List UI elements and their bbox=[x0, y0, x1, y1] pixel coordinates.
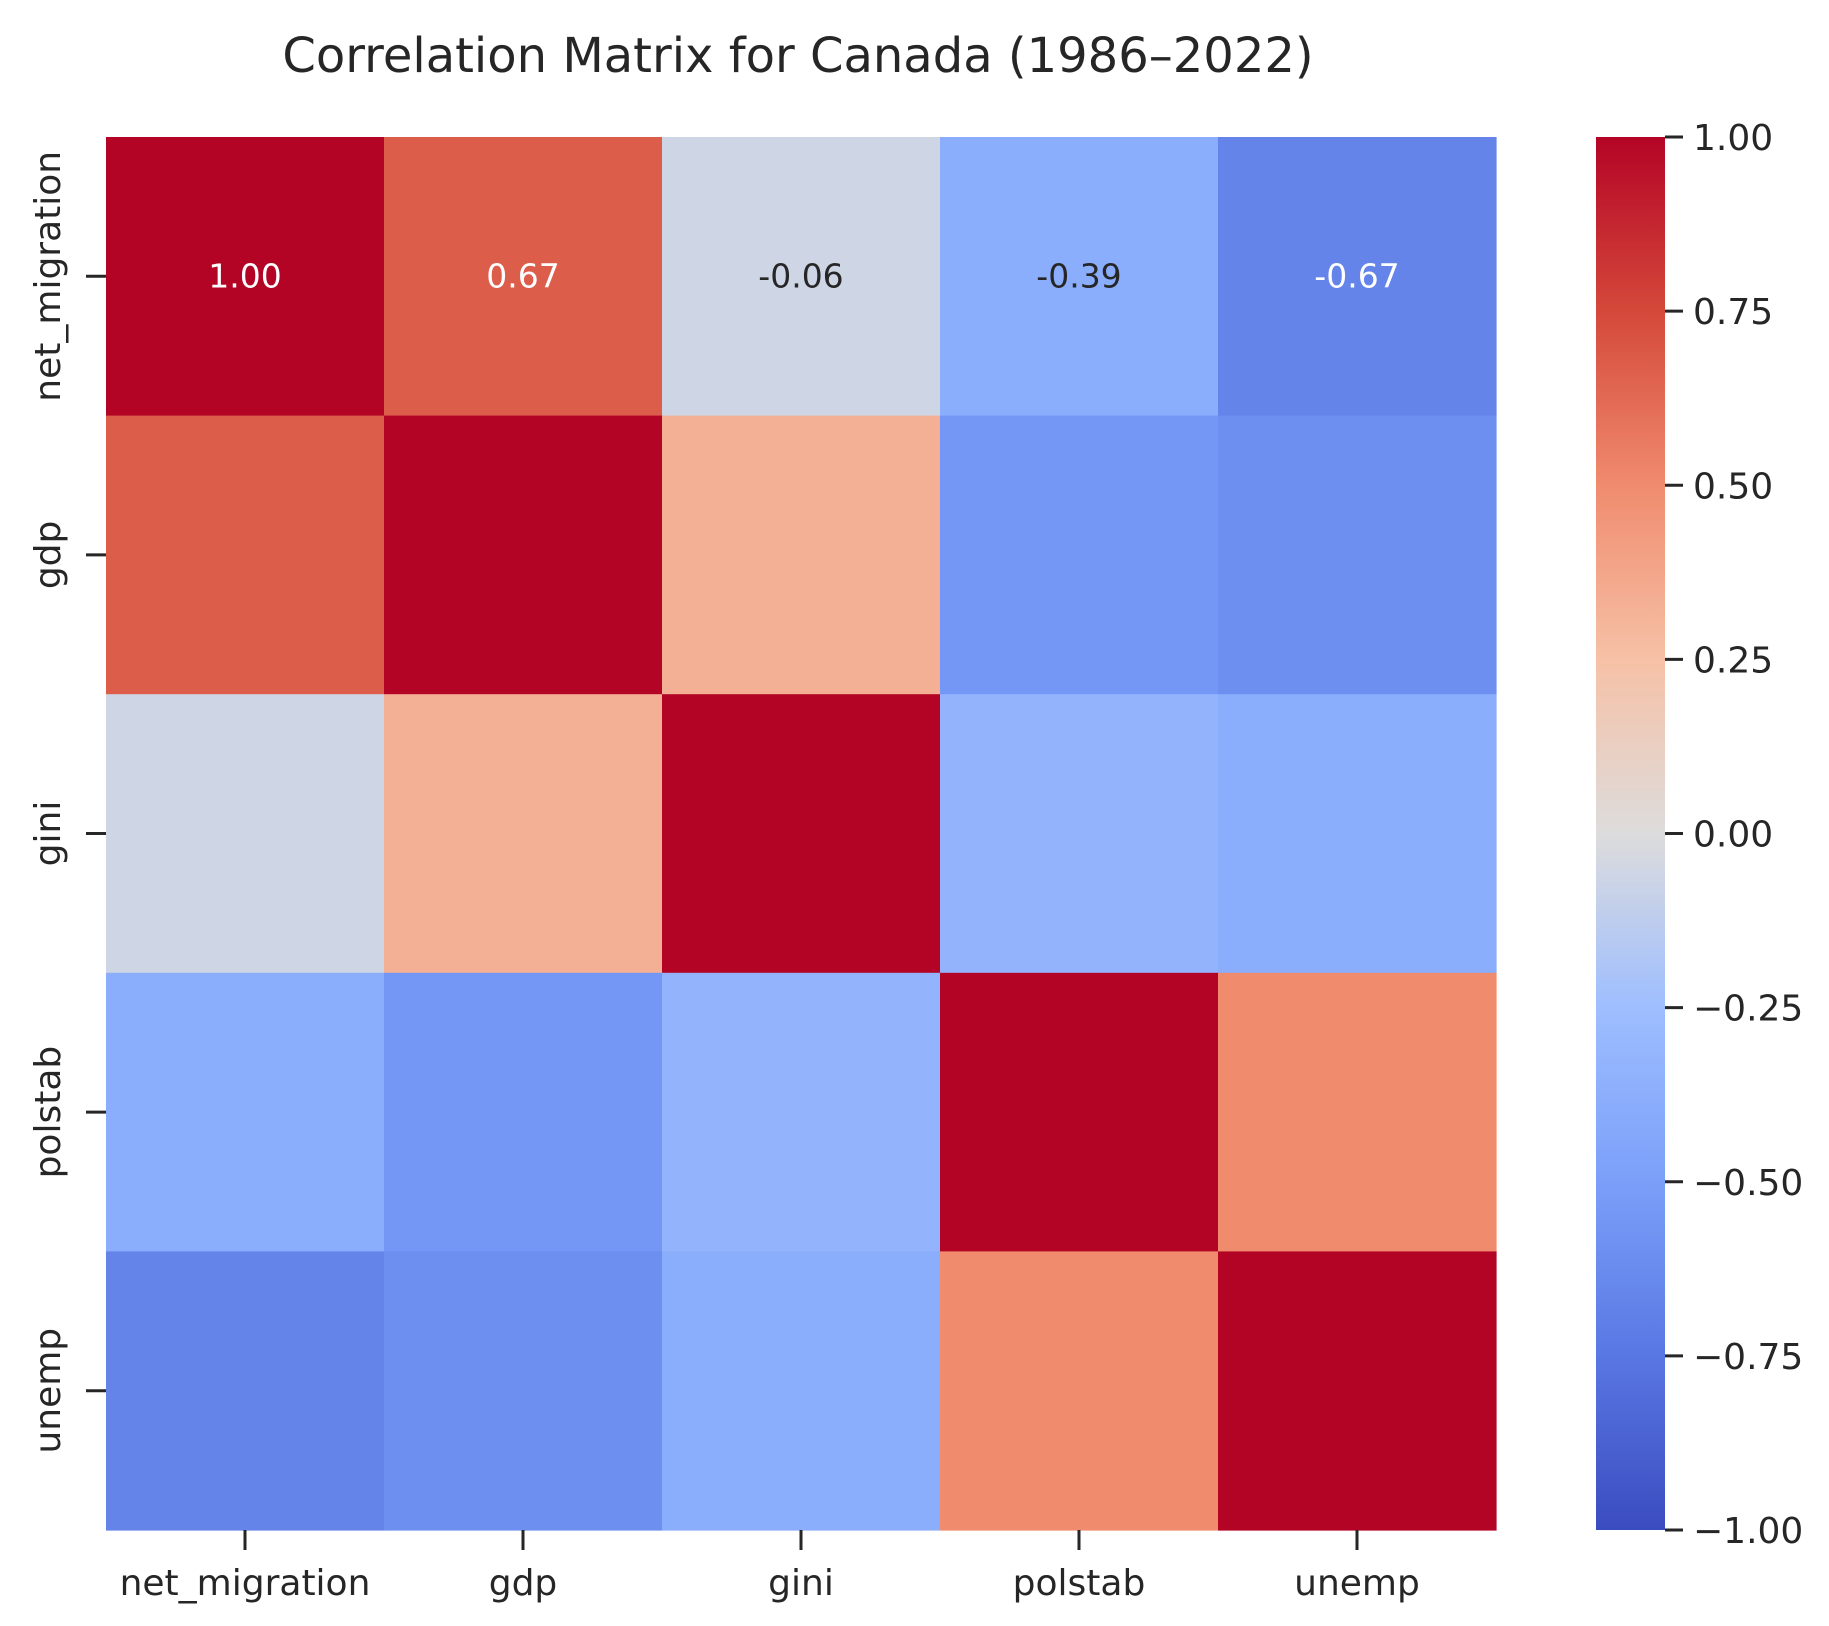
heatmap-cell-polstab-gdp bbox=[384, 972, 663, 1252]
colorbar-tick-label: 0.25 bbox=[1693, 640, 1773, 681]
x-axis: net_migration gdp gini polstab unemp bbox=[120, 1530, 1420, 1604]
x-tick-label-gini: gini bbox=[768, 1563, 834, 1604]
cell-annotation-net_migration: 1.00 bbox=[208, 256, 281, 295]
heatmap-cell-polstab-net_migration bbox=[106, 972, 385, 1252]
heatmap-cell-net_migration-unemp bbox=[1218, 137, 1497, 417]
heatmap-cell-polstab-polstab bbox=[940, 972, 1219, 1252]
y-tick-label-net_migration: net_migration bbox=[28, 151, 69, 402]
heatmap-cell-gini-net_migration bbox=[106, 694, 385, 974]
heatmap-cell-gini-gini bbox=[662, 694, 941, 974]
heatmap-cells bbox=[106, 137, 1497, 1531]
colorbar-tick-label: 0.00 bbox=[1693, 815, 1773, 856]
heatmap-cell-unemp-gini bbox=[662, 1251, 941, 1531]
colorbar-tick-label: −0.25 bbox=[1693, 989, 1803, 1030]
cell-annotation-polstab: -0.39 bbox=[1036, 256, 1121, 295]
heatmap-annotations: 1.00 0.67 -0.06 -0.39 -0.67 bbox=[208, 256, 1399, 295]
colorbar-tick-label: −0.75 bbox=[1693, 1337, 1803, 1378]
heatmap-cell-unemp-gdp bbox=[384, 1251, 663, 1531]
colorbar-tick-label: 1.00 bbox=[1693, 118, 1773, 159]
x-tick-label-polstab: polstab bbox=[1013, 1563, 1146, 1604]
heatmap-cell-gdp-gini bbox=[662, 415, 941, 695]
x-tick-label-unemp: unemp bbox=[1294, 1563, 1420, 1604]
heatmap-cell-gdp-polstab bbox=[940, 415, 1219, 695]
chart-title: Correlation Matrix for Canada (1986–2022… bbox=[282, 28, 1313, 84]
heatmap-cell-unemp-polstab bbox=[940, 1251, 1219, 1531]
heatmap-cell-gdp-gdp bbox=[384, 415, 663, 695]
cell-annotation-gini: -0.06 bbox=[758, 256, 843, 295]
heatmap-cell-gdp-net_migration bbox=[106, 415, 385, 695]
heatmap-cell-net_migration-net_migration bbox=[106, 137, 385, 417]
colorbar-gradient bbox=[1596, 137, 1665, 1530]
heatmap-cell-unemp-net_migration bbox=[106, 1251, 385, 1531]
heatmap-cell-polstab-gini bbox=[662, 972, 941, 1252]
heatmap-cell-unemp-unemp bbox=[1218, 1251, 1497, 1531]
colorbar: 1.00 0.75 0.50 0.25 0.00 −0.25 −0.50 −0.75 −1.00 bbox=[1596, 118, 1803, 1552]
y-tick-label-gini: gini bbox=[28, 801, 69, 867]
colorbar-tick-label: 0.75 bbox=[1693, 292, 1773, 333]
x-tick-label-gdp: gdp bbox=[489, 1563, 558, 1604]
heatmap-cell-gini-unemp bbox=[1218, 694, 1497, 974]
colorbar-tick-label: −1.00 bbox=[1693, 1511, 1803, 1552]
heatmap-cell-gini-polstab bbox=[940, 694, 1219, 974]
heatmap-cell-net_migration-polstab bbox=[940, 137, 1219, 417]
x-tick-label-net_migration: net_migration bbox=[120, 1563, 371, 1604]
y-tick-label-polstab: polstab bbox=[28, 1046, 69, 1179]
cell-annotation-unemp: -0.67 bbox=[1314, 256, 1399, 295]
y-tick-label-unemp: unemp bbox=[28, 1328, 69, 1454]
heatmap-cell-polstab-unemp bbox=[1218, 972, 1497, 1252]
heatmap-cell-gdp-unemp bbox=[1218, 415, 1497, 695]
colorbar-tick-label: −0.50 bbox=[1693, 1163, 1803, 1204]
heatmap-cell-net_migration-gini bbox=[662, 137, 941, 417]
heatmap-cell-gini-gdp bbox=[384, 694, 663, 974]
colorbar-tick-label: 0.50 bbox=[1693, 466, 1773, 507]
y-tick-label-gdp: gdp bbox=[28, 521, 69, 590]
heatmap-cell-net_migration-gdp bbox=[384, 137, 663, 417]
cell-annotation-gdp: 0.67 bbox=[486, 256, 559, 295]
